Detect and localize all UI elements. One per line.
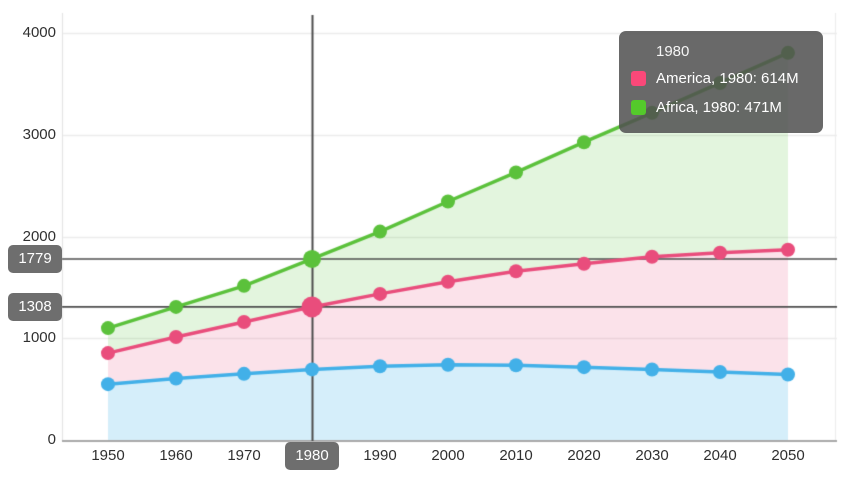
x-axis-tick-label: 1990 (363, 447, 397, 464)
x-axis-tick-label: 2000 (431, 447, 465, 464)
crosshair-y-badge-lower: 1308 (8, 292, 62, 321)
y-axis-tick-label: 4000 (22, 24, 56, 41)
x-axis-tick-label: 2040 (703, 447, 737, 464)
y-axis-tick-label: 2000 (22, 227, 56, 245)
crosshair-x-badge: 1980 (285, 442, 339, 470)
x-axis-tick-label: 2010 (499, 447, 533, 464)
y-axis-tick-label: 3000 (22, 125, 56, 143)
tooltip-row-label: Africa, 1980: 471M (656, 99, 782, 116)
tooltip-row-label: America, 1980: 614M (656, 70, 799, 87)
america-series-swatch-icon (631, 71, 646, 86)
x-axis-tick-label: 1950 (91, 447, 125, 464)
tooltip: 1980 America, 1980: 614M Africa, 1980: 4… (619, 31, 823, 133)
x-axis-tick-label: 1970 (227, 447, 261, 464)
x-axis-tick-label: 2050 (771, 447, 805, 464)
x-axis-tick-label: 2030 (635, 447, 669, 464)
tooltip-row-africa: Africa, 1980: 471M (631, 93, 811, 122)
x-axis-tick-label: 1960 (159, 447, 193, 464)
crosshair-y-badge-upper: 1779 (8, 244, 62, 273)
x-axis-tick-label: 2020 (567, 447, 601, 464)
y-axis-tick-label: 0 (47, 431, 56, 448)
tooltip-row-america: America, 1980: 614M (631, 64, 811, 93)
y-axis-tick-label: 1000 (22, 329, 56, 347)
africa-series-swatch-icon (631, 100, 646, 115)
tooltip-title: 1980 (656, 43, 690, 60)
